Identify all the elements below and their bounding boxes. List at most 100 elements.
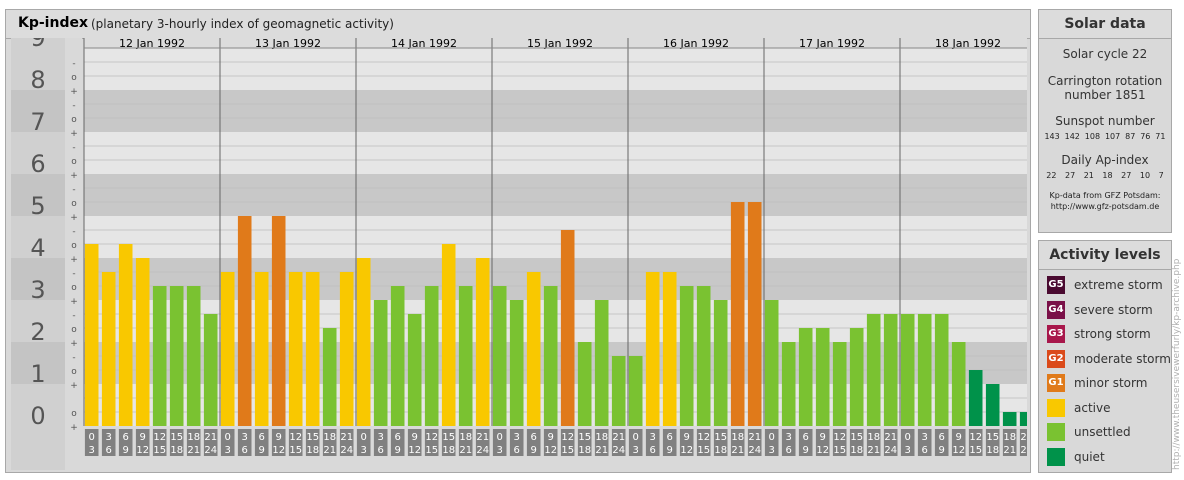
interval-start-label: 18 [867,432,880,443]
interval-start-label: 15 [306,432,319,443]
interval-end-label: 15 [697,445,710,456]
interval-start-label: 12 [425,432,438,443]
kp-bar [594,300,609,426]
interval-label-box [407,429,422,456]
interval-start-label: 21 [884,432,897,443]
interval-label-box [322,429,337,456]
interval-label-box [917,429,932,456]
legend-item: G3 strong storm [1039,322,1171,347]
interval-label-box [424,429,439,456]
kp-bar [662,271,677,426]
interval-label-box [373,429,388,456]
ap-values: 22 27 21 18 27 10 7 [1039,171,1171,180]
kp-bar [373,300,388,426]
interval-end-label: 18 [170,445,183,456]
kp-bar [747,202,762,426]
interval-start-label: 6 [667,432,673,443]
interval-end-label: 24 [204,445,217,456]
interval-label-box [339,429,354,456]
solar-data-title: Solar data [1039,10,1171,39]
interval-start-label: 0 [633,432,639,443]
interval-end-label: 3 [769,445,775,456]
interval-end-label: 24 [612,445,625,456]
interval-end-label: 6 [786,445,792,456]
interval-label-box [169,429,184,456]
interval-end-label: 21 [595,445,608,456]
kp-bar [441,244,456,426]
carrington-line-2: number 1851 [1064,88,1146,102]
interval-label-box [305,429,320,456]
interval-start-label: 6 [395,432,401,443]
minor-tick-label: o [71,367,77,377]
minor-tick-label: + [70,129,78,139]
interval-label-box [951,429,966,456]
ap-value-1: 27 [1064,171,1076,180]
legend-label: strong storm [1074,327,1151,342]
interval-label-box [390,429,405,456]
band-6 [84,132,1027,174]
interval-label-box [662,429,677,456]
kp-bar [390,286,405,426]
interval-start-label: 21 [476,432,489,443]
interval-end-label: 12 [408,445,421,456]
kp-bar [492,286,507,426]
interval-label-box [118,429,133,456]
interval-label-box [900,429,915,456]
interval-label-box [747,429,762,456]
interval-start-label: 12 [153,432,166,443]
kp-bar [883,313,898,426]
legend-label: severe storm [1074,302,1153,317]
interval-label-box [356,429,371,456]
interval-end-label: 9 [123,445,129,456]
interval-label-box [1019,429,1027,456]
interval-start-label: 15 [578,432,591,443]
interval-label-box [611,429,626,456]
interval-start-label: 0 [497,432,503,443]
kp-bar [832,342,847,426]
legend-label: active [1074,400,1111,415]
sunspot-value-3: 107 [1104,132,1121,141]
interval-start-label: 9 [412,432,418,443]
carrington-line-1: Carrington rotation [1047,74,1163,88]
legend-item: G1 minor storm [1039,371,1171,396]
interval-end-label: 24 [884,445,897,456]
interval-end-label: 18 [714,445,727,456]
interval-end-label: 15 [153,445,166,456]
legend-swatch: G3 [1047,325,1065,344]
interval-label-box [866,429,881,456]
interval-label-box [203,429,218,456]
watermark: http://www.theusersivewerfurly/kp-archiv… [1172,258,1182,470]
interval-end-label: 24 [340,445,353,456]
interval-start-label: 15 [714,432,727,443]
kp-bar [526,271,541,426]
interval-start-label: 0 [361,432,367,443]
interval-label-box [679,429,694,456]
kp-bar [951,342,966,426]
interval-label-box [883,429,898,456]
minor-tick-label: o [71,199,77,209]
interval-end-label: 9 [939,445,945,456]
interval-end-label: 21 [867,445,880,456]
interval-end-label: 6 [514,445,520,456]
day-label: 16 Jan 1992 [663,38,729,50]
kp-bar [356,258,371,426]
minor-tick-label: - [72,185,75,195]
kp-bar [730,202,745,426]
interval-start-label: 0 [905,432,911,443]
interval-end-label: 21 [323,445,336,456]
page-title: Kp-index [18,15,88,31]
interval-start-label: 21 [204,432,217,443]
kp-bar [577,342,592,426]
kp-bar [322,328,337,426]
interval-label-box [781,429,796,456]
interval-start-label: 18 [595,432,608,443]
legend-label: extreme storm [1074,278,1163,293]
interval-end-label: 24 [748,445,761,456]
interval-label-box [560,429,575,456]
interval-end-label: 18 [986,445,999,456]
interval-end-label: 18 [442,445,455,456]
interval-end-label: 9 [259,445,265,456]
interval-start-label: 3 [786,432,792,443]
interval-end-label: 9 [803,445,809,456]
interval-start-label: 0 [769,432,775,443]
